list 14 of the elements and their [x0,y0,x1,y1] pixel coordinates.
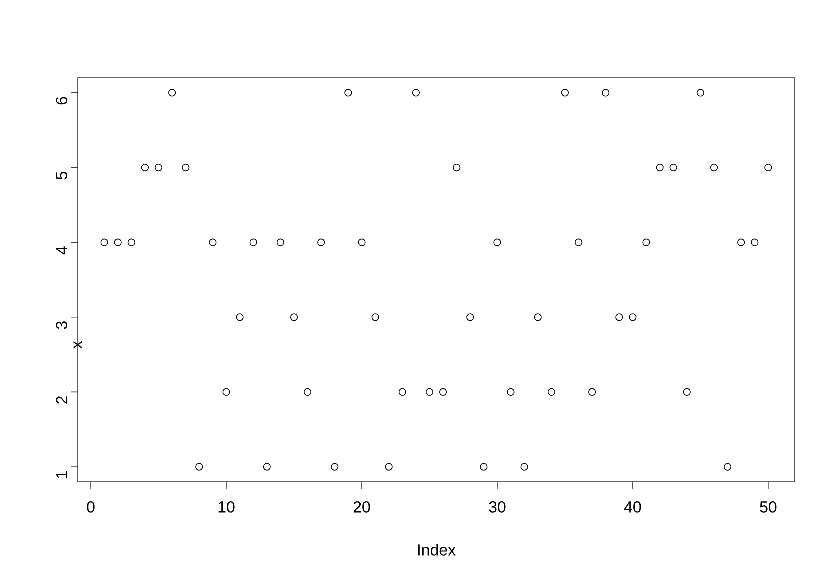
x-tick-label: 20 [354,502,370,513]
x-axis-title: Index [418,544,456,556]
y-tick-label: 5 [56,172,68,180]
y-tick-label: 4 [56,246,68,255]
x-tick-label: 0 [87,502,95,513]
x-tick-label: 30 [489,502,506,513]
y-tick-label: 1 [56,471,68,478]
y-tick-label: 3 [56,322,68,330]
x-tick-label: 40 [624,502,642,513]
y-tick-label: 6 [56,97,68,105]
y-tick-label: 2 [56,396,68,404]
x-tick-label: 50 [760,502,777,513]
y-axis-title: x [74,341,82,349]
x-tick-label: 10 [218,502,235,513]
